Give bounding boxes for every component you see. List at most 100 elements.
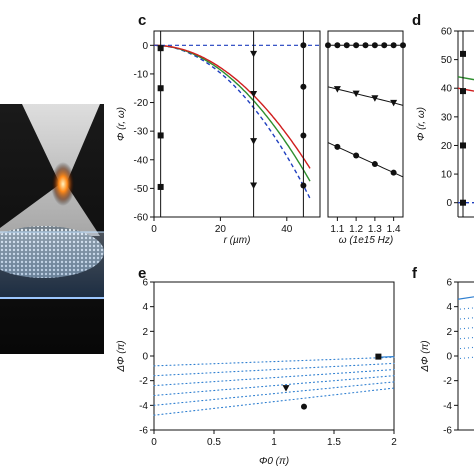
panel-c-xtick-label: 20 xyxy=(215,224,227,235)
panel-e-dotted-line-3 xyxy=(153,375,395,397)
panel-c-ylabel: Φ (r, ω) xyxy=(116,107,127,141)
panel-f-ytick-label: -4 xyxy=(443,401,452,412)
panel-c-marker-triangle-down xyxy=(250,138,258,145)
panel-c-inset-marker xyxy=(400,42,406,49)
panel-e-ytick-label: 0 xyxy=(142,352,148,363)
panel-c-series-line-1 xyxy=(154,44,311,182)
panel-d: d 60 50 40 30 20 10 0 Φ (r, ω) xyxy=(412,12,474,218)
panel-e-highlight-square xyxy=(375,353,382,360)
panel-e: e 6 4 2 0 -2 -4 -6 0 0.5 1 1.5 2 ΔΦ (π) Φ0 (π) xyxy=(116,265,397,467)
panel-c-series-line-2 xyxy=(154,44,311,169)
panel-c-inset: 1.1 1.2 1.3 1.4 ω (1e15 Hz) xyxy=(325,30,406,246)
panel-f-ytick-label: -6 xyxy=(443,426,452,437)
panel-e-frame xyxy=(153,281,395,431)
panel-f-ytick-label: -2 xyxy=(443,376,452,387)
panel-f-dotted-line xyxy=(459,346,474,350)
panel-c-xlabel: r (µm) xyxy=(224,235,251,246)
panel-c: c 0 -10 -20 -30 -40 -50 -60 0 20 40 Φ (r, ω) r (… xyxy=(116,12,321,246)
panel-e-xtick-label: 1 xyxy=(271,437,277,448)
panel-c-inset-marker xyxy=(381,42,388,49)
panel-f-ylabel: ΔΦ (π) xyxy=(420,340,431,372)
panel-e-ytick-label: -6 xyxy=(139,426,148,437)
panel-label-c: c xyxy=(138,12,146,29)
panel-c-inset-marker xyxy=(325,42,331,49)
panel-c-inset-marker xyxy=(353,152,360,159)
panel-c-inset-marker xyxy=(390,99,398,107)
panel-c-xtick-label: 0 xyxy=(151,224,157,235)
panel-d-ytick-label: 10 xyxy=(441,170,453,181)
panel-c-inset-marker xyxy=(371,95,379,102)
panel-c-ytick-label: -30 xyxy=(134,127,149,138)
panel-e-ytick-label: 4 xyxy=(142,302,148,313)
panel-c-marker-square xyxy=(157,45,164,52)
panel-c-inset-xtick-label: 1.3 xyxy=(368,224,382,235)
panel-f-ytick-label: 0 xyxy=(446,352,452,363)
panel-f-ytick-label: 6 xyxy=(446,278,452,289)
panel-e-ytick-label: 2 xyxy=(142,327,148,338)
panel-f-ytick-label: 2 xyxy=(446,327,452,338)
panel-c-marker-triangle-down xyxy=(250,182,258,190)
panel-f-solid-segment xyxy=(457,296,474,300)
panel-f-dotted-line xyxy=(459,307,474,310)
panel-c-marker-triangle-down xyxy=(250,50,258,58)
panel-c-ytick-label: -50 xyxy=(134,184,149,195)
panel-e-xtick-label: 1.5 xyxy=(327,437,341,448)
panel-e-dotted-line-0 xyxy=(153,356,395,367)
panel-f: f 6 4 2 0 -2 -4 -6 ΔΦ (π) xyxy=(412,265,474,437)
panel-c-inset-marker xyxy=(333,86,341,93)
panel-c-inset-marker xyxy=(353,42,360,49)
panel-e-dotted-line-5 xyxy=(153,387,395,416)
panel-e-xlabel: Φ0 (π) xyxy=(259,456,289,467)
panel-c-inset-marker xyxy=(343,42,350,49)
panel-f-dotted-line xyxy=(459,327,474,330)
panel-c-inset-xlabel: ω (1e15 Hz) xyxy=(339,235,393,246)
panel-d-ytick-label: 60 xyxy=(441,27,453,38)
panel-c-marker-circle xyxy=(300,42,307,49)
panel-d-ytick-label: 40 xyxy=(441,84,453,95)
panel-c-ytick-label: -40 xyxy=(134,155,149,166)
panel-e-xtick-label: 0.5 xyxy=(207,437,221,448)
panel-label-f: f xyxy=(412,265,418,282)
panel-c-inset-marker xyxy=(334,42,341,49)
panel-f-ytick-label: 4 xyxy=(446,302,452,313)
panel-c-ytick-label: -10 xyxy=(134,69,149,80)
panel-c-marker-circle xyxy=(300,132,307,139)
panel-e-ylabel: ΔΦ (π) xyxy=(116,340,127,372)
panel-f-dotted-line xyxy=(459,336,474,340)
panel-c-ytick-label: -60 xyxy=(134,213,149,224)
panel-c-inset-marker xyxy=(390,42,397,49)
panel-f-dotted-line xyxy=(459,356,474,360)
panel-c-inset-marker xyxy=(390,169,397,176)
panel-c-xtick-label: 40 xyxy=(281,224,293,235)
panel-c-inset-xtick-label: 1.2 xyxy=(349,224,363,235)
panel-c-marker-circle xyxy=(300,182,307,189)
panel-e-dotted-line-4 xyxy=(153,381,395,406)
panel-c-inset-marker xyxy=(371,161,378,168)
panel-f-dotted-line xyxy=(459,317,474,320)
panel-d-ytick-label: 50 xyxy=(441,55,453,66)
panel-d-ytick-label: 0 xyxy=(446,198,452,209)
panel-e-xtick-label: 2 xyxy=(391,437,397,448)
panel-c-marker-square xyxy=(157,183,164,190)
panel-c-marker-square xyxy=(157,85,164,92)
panel-c-inset-xtick-label: 1.1 xyxy=(330,224,344,235)
panel-e-highlight-circle xyxy=(301,403,307,410)
panel-c-inset-line-1 xyxy=(327,86,404,106)
panel-d-ytick-label: 30 xyxy=(441,112,453,123)
panel-c-inset-xtick-label: 1.4 xyxy=(387,224,401,235)
panel-c-inset-line-2 xyxy=(327,142,404,178)
panel-d-ytick-label: 20 xyxy=(441,141,453,152)
panel-d-series-line-0 xyxy=(457,76,474,81)
panel-c-marker-square xyxy=(157,132,164,139)
panel-c-inset-marker xyxy=(371,42,378,49)
panel-e-ytick-label: -2 xyxy=(139,376,148,387)
panel-e-dotted-line-2 xyxy=(153,369,395,387)
panel-label-e: e xyxy=(138,265,146,282)
panel-c-marker-circle xyxy=(300,83,307,90)
panel-e-xtick-label: 0 xyxy=(151,437,157,448)
panel-c-inset-frame xyxy=(327,30,404,218)
panel-e-ytick-label: 6 xyxy=(142,278,148,289)
panel-e-ytick-label: -4 xyxy=(139,401,148,412)
panel-c-marker-triangle-down xyxy=(250,90,258,98)
